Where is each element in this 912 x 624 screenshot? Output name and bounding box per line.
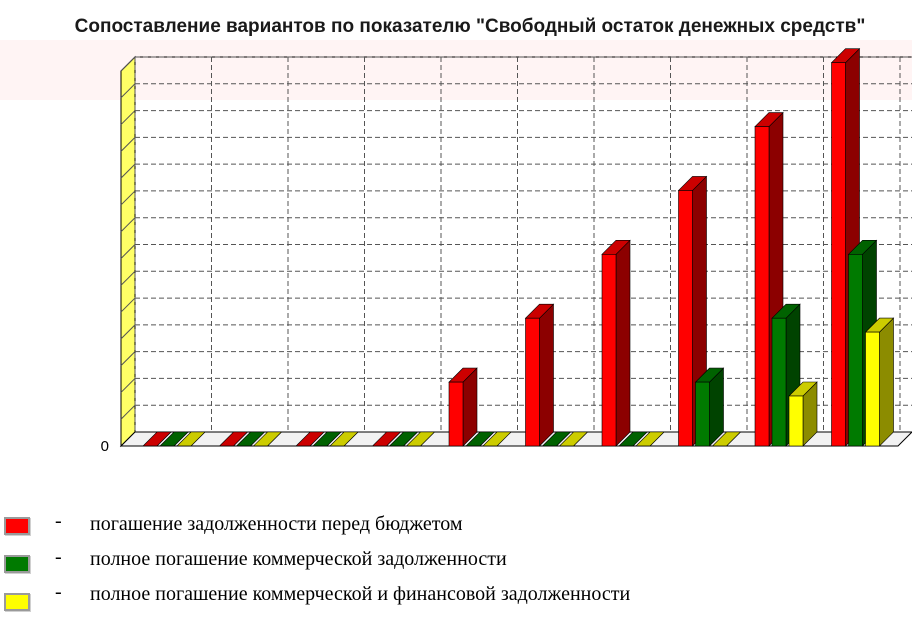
bar [482,431,512,447]
bar [448,367,478,447]
gridline-wall-edge [120,351,136,366]
bar [524,303,555,447]
legend-item-budget: - погашение задолженности перед бюджетом [0,505,912,535]
legend-swatch-green [4,555,30,573]
legend-separator: - [55,546,62,568]
gridline-wall-edge [120,217,136,233]
bar-front [754,126,770,447]
gridline-wall-edge [120,56,136,72]
bar [371,431,402,447]
bar [218,431,249,447]
bar-front [678,190,693,447]
chart-area: Сопоставление вариантов по показателю "С… [0,16,912,455]
gridline-wall-edge [120,324,136,340]
gridline-wall-edge [120,378,136,393]
gridline-wall-edge [120,270,136,286]
legend-label: полное погашение коммерческой задолженно… [90,548,507,570]
bar-front [865,331,880,447]
bar [635,431,665,447]
bar-front [831,62,846,447]
bar [711,431,742,447]
bar-front [525,317,540,447]
legend-label: погашение задолженности перед бюджетом [90,513,463,535]
bar-front [771,317,787,447]
gridline-wall-edge [120,190,136,206]
gridline-wall-edge [120,244,136,259]
bar [252,431,283,447]
bar-front [695,381,710,447]
gridline-wall-edge [120,163,136,179]
bar-front [601,254,617,447]
gridline-wall-edge [120,110,136,125]
bar [329,431,359,447]
legend-item-commercial: - полное погашение коммерческой задолжен… [0,540,912,573]
legend-separator: - [55,581,62,603]
legend-label: полное погашение коммерческой и финансов… [90,583,631,605]
bar [142,431,172,447]
bar [541,431,572,447]
chart-top-tint [0,40,912,100]
legend-swatch-red [4,517,30,535]
chart-bars [142,47,895,447]
bar-side [879,317,894,447]
y-tick-label: 0 [101,438,109,455]
gridline-wall-edge [120,83,136,99]
gridline-wall-edge [120,297,136,313]
legend-swatch-yellow [4,593,30,611]
bar [618,431,648,447]
bar [558,431,589,447]
chart-title: Сопоставление вариантов по показателю "С… [75,16,866,37]
bar [864,317,895,447]
bar-front [448,381,464,447]
legend-separator: - [55,510,62,532]
bar [312,431,342,447]
bar-side [615,239,631,447]
bar [235,431,266,447]
bar [788,381,818,447]
bar [159,431,189,447]
chart-y-ticks: 0 [101,438,109,455]
gridline-wall-edge [120,404,136,420]
chart-gridlines [120,56,912,432]
gridline-wall-edge [120,137,136,152]
bar-front [848,254,863,447]
legend-item-commercial-financial: - полное погашение коммерческой и финанс… [0,575,912,611]
bar [601,239,631,447]
bar-side [539,303,554,447]
bar [694,367,725,447]
bar [405,431,436,447]
bar [388,431,419,447]
bar-front [788,395,804,447]
bar [295,431,325,447]
bar [176,431,206,447]
bar [465,431,495,447]
